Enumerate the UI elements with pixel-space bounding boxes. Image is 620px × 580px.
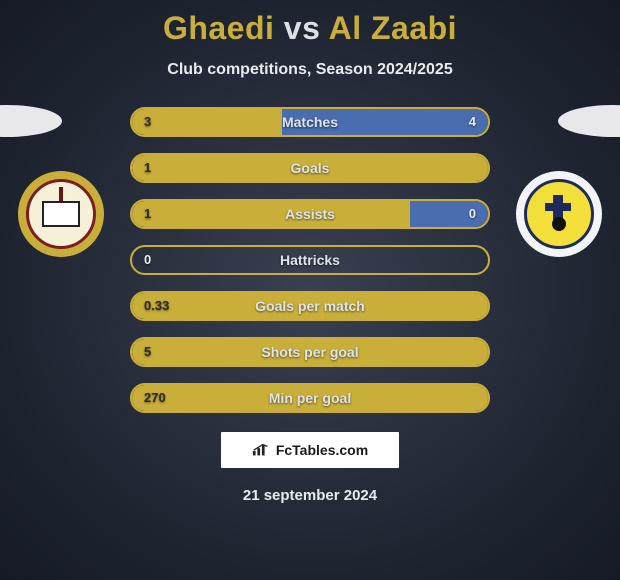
player2-crest-ball bbox=[552, 217, 566, 231]
footer-text: FcTables.com bbox=[276, 442, 368, 458]
stat-row: 34Matches bbox=[130, 107, 490, 137]
stat-label: Assists bbox=[132, 201, 488, 227]
stat-label: Shots per goal bbox=[132, 339, 488, 365]
stat-row: 270Min per goal bbox=[130, 383, 490, 413]
chart-icon bbox=[252, 443, 270, 457]
stat-label: Goals per match bbox=[132, 293, 488, 319]
subtitle: Club competitions, Season 2024/2025 bbox=[0, 61, 620, 79]
player1-oval bbox=[0, 105, 62, 137]
content-area: 34Matches 1Goals 10Assists 0Hattricks 0.33Go… bbox=[0, 107, 620, 504]
comparison-title: Ghaedi vs Al Zaabi bbox=[0, 0, 620, 47]
player1-name: Ghaedi bbox=[163, 10, 274, 46]
stat-row: 0Hattricks bbox=[130, 245, 490, 275]
date-text: 21 september 2024 bbox=[0, 487, 620, 504]
stat-row: 1Goals bbox=[130, 153, 490, 183]
stat-row: 10Assists bbox=[130, 199, 490, 229]
stat-row: 5Shots per goal bbox=[130, 337, 490, 367]
player2-oval bbox=[558, 105, 620, 137]
title-vs: vs bbox=[284, 10, 321, 46]
player1-crest-inner bbox=[26, 179, 96, 249]
player1-crest-emblem bbox=[42, 201, 80, 227]
player2-crest-shield bbox=[539, 191, 579, 237]
player2-name: Al Zaabi bbox=[329, 10, 457, 46]
stat-label: Min per goal bbox=[132, 385, 488, 411]
stat-bars: 34Matches 1Goals 10Assists 0Hattricks 0.33Go… bbox=[130, 107, 490, 413]
player1-crest bbox=[18, 171, 104, 257]
player2-crest-inner bbox=[524, 179, 594, 249]
stat-label: Matches bbox=[132, 109, 488, 135]
player2-crest bbox=[516, 171, 602, 257]
footer-badge[interactable]: FcTables.com bbox=[220, 431, 400, 469]
stat-label: Hattricks bbox=[132, 247, 488, 273]
stat-label: Goals bbox=[132, 155, 488, 181]
stat-row: 0.33Goals per match bbox=[130, 291, 490, 321]
